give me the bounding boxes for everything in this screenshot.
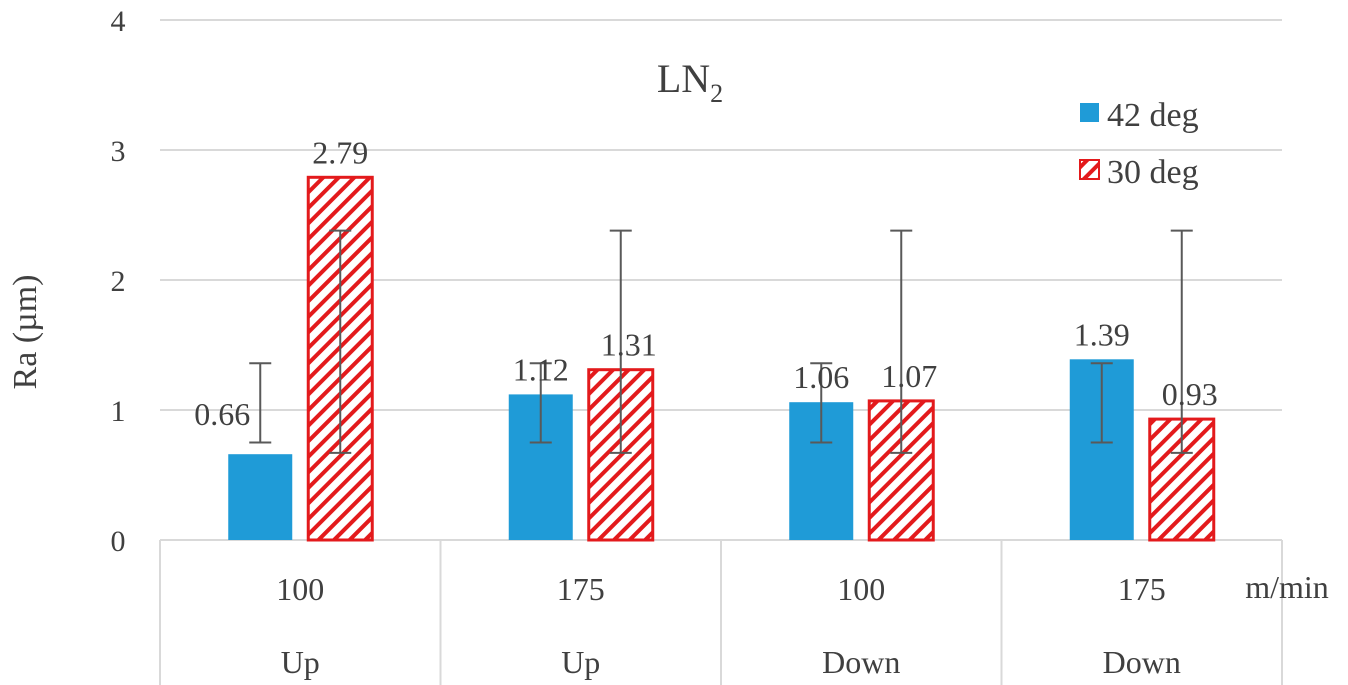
error-bar — [1170, 229, 1193, 454]
bar-series1 — [228, 454, 293, 540]
legend-swatch — [1079, 159, 1100, 180]
category-speed-label: 175 — [557, 571, 605, 607]
category-mode-label: Up — [561, 644, 600, 680]
data-label: 0.66 — [194, 396, 250, 432]
legend-label: 42 deg — [1107, 97, 1199, 134]
data-label: 1.06 — [793, 359, 849, 395]
data-labels: 0.66 1.12 1.06 1.39 2.79 1.31 1.07 0.93 — [194, 134, 1218, 432]
legend: 42 deg 30 deg — [1079, 97, 1199, 191]
category-mode-label: Down — [1103, 644, 1181, 680]
category-mode-label: Down — [822, 644, 900, 680]
legend-item: 42 deg — [1080, 97, 1199, 134]
y-tick-label: 4 — [111, 5, 126, 38]
x-axis-unit: m/min — [1245, 569, 1329, 605]
category-speed-label: 175 — [1118, 571, 1166, 607]
y-tick-label: 1 — [111, 395, 126, 428]
data-label: 1.12 — [513, 351, 569, 387]
y-tick-label: 3 — [111, 135, 126, 168]
y-tick-label: 0 — [111, 525, 126, 558]
error-bars — [249, 229, 1193, 454]
data-label: 0.93 — [1162, 376, 1218, 412]
x-axis-categories: 100 Up 175 Up 100 Down 175 Down — [159, 540, 1283, 685]
data-label: 1.39 — [1074, 316, 1130, 352]
category-mode-label: Up — [281, 644, 320, 680]
bars — [228, 175, 1216, 542]
category-speed-label: 100 — [837, 571, 885, 607]
y-tick-label: 2 — [111, 265, 126, 298]
error-bar — [1090, 362, 1113, 444]
data-label: 1.07 — [881, 358, 937, 394]
data-label: 2.79 — [312, 134, 368, 170]
legend-item: 30 deg — [1079, 154, 1199, 191]
category-speed-label: 100 — [276, 571, 324, 607]
error-bar — [810, 362, 833, 444]
y-axis-label: Ra (µm) — [7, 275, 44, 390]
bar-series2 — [867, 399, 935, 542]
error-bar — [249, 362, 272, 444]
y-axis-ticks: 0 1 2 3 4 — [111, 5, 126, 558]
error-bar — [529, 362, 552, 444]
legend-swatch — [1080, 103, 1099, 122]
error-bar — [890, 229, 913, 454]
legend-label: 30 deg — [1107, 154, 1199, 191]
error-bar — [329, 229, 352, 454]
error-bar — [609, 229, 632, 454]
data-label: 1.31 — [601, 327, 657, 363]
chart-title: LN2 — [657, 56, 723, 108]
